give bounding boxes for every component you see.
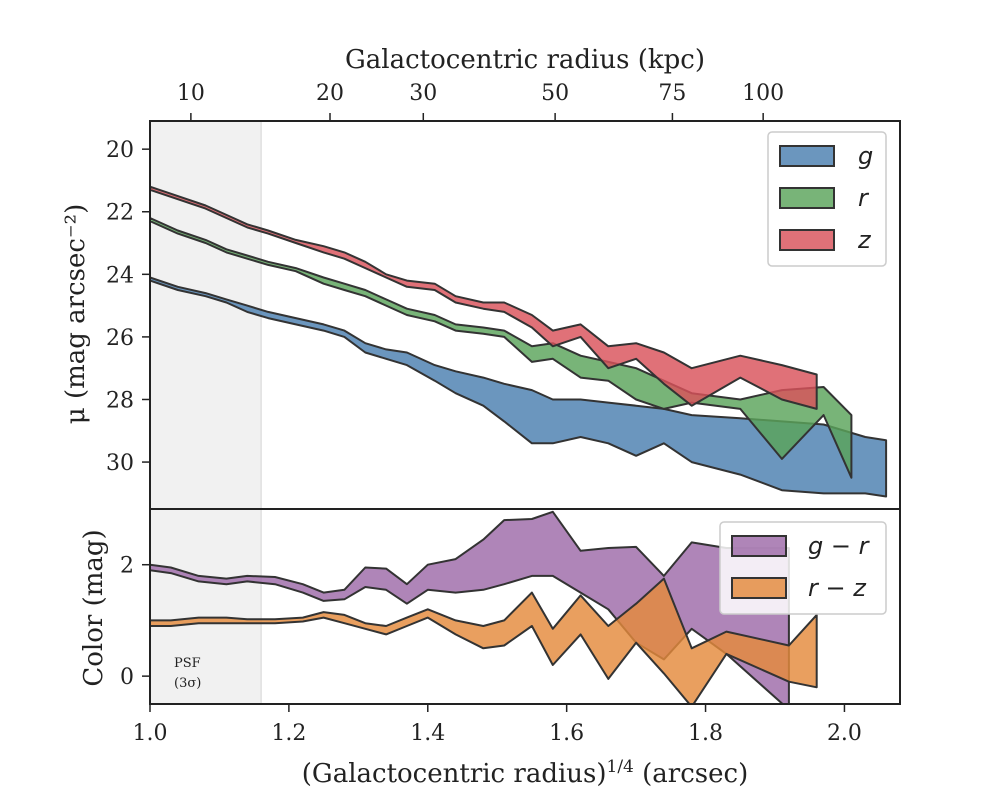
- band-g-r: [150, 510, 790, 704]
- y-tick-label: 26: [106, 326, 134, 351]
- legend-label-r: r: [858, 184, 870, 212]
- top-x-tick-label: 10: [177, 81, 205, 106]
- psf-label: PSF: [174, 656, 201, 671]
- top-x-tick-label: 75: [658, 81, 686, 106]
- legend-swatch-r: [779, 187, 835, 209]
- psf-shade-bottom: [150, 509, 262, 704]
- y-tick-label: 24: [106, 263, 134, 288]
- color-bands: [150, 510, 818, 704]
- y-tick-label: 28: [106, 388, 134, 413]
- y-tick-label: 30: [106, 451, 134, 476]
- top-legend: grz: [767, 131, 887, 267]
- legend-label-r-z: r − z: [808, 574, 867, 602]
- legend-swatch-g-r: [731, 535, 787, 557]
- x-tick-label: 1.2: [271, 721, 306, 746]
- x-tick-label: 1.0: [133, 721, 168, 746]
- legend-swatch-g: [779, 145, 835, 167]
- psf-sublabel: (3σ): [174, 676, 201, 691]
- x-tick-label: 1.6: [549, 721, 584, 746]
- bottom-legend: g − r r − z: [719, 521, 887, 615]
- top-x-tick-label: 100: [742, 81, 784, 106]
- bottom-y-axis-title: Color (mag): [79, 529, 109, 686]
- legend-label-g-r: g − r: [808, 532, 871, 560]
- band-g: [149, 276, 888, 498]
- legend-label-g: g: [858, 142, 873, 170]
- top-x-tick-label: 50: [541, 81, 569, 106]
- psf-shade: [150, 121, 262, 509]
- legend-swatch-r-z: [731, 577, 787, 599]
- y-tick-label: 2: [120, 554, 134, 579]
- top-axis-title: Galactocentric radius (kpc): [345, 45, 705, 75]
- band-r-z: [150, 577, 818, 704]
- bottom-frame: [149, 508, 901, 705]
- legend-label-z: z: [857, 226, 872, 254]
- color-panel: 0 2 1.0 1.2 1.4 1.6 1.8 2.0 PSF (3σ) g − r r − z: [120, 508, 901, 746]
- x-tick-label: 1.4: [410, 721, 445, 746]
- band-z: [149, 185, 818, 410]
- legend-swatch-z: [779, 229, 835, 251]
- y-tick-label: 22: [106, 201, 134, 226]
- top-x-tick-label: 20: [316, 81, 344, 106]
- band-r: [149, 217, 853, 479]
- bottom-x-axis-title: (Galactocentric radius)1/4 (arcsec): [302, 757, 748, 789]
- x-tick-label: 1.8: [688, 721, 723, 746]
- y-tick-label: 20: [106, 138, 134, 163]
- surface-brightness-panel: 20 22 24 26 28 30 10 20 30 50 75 100 grz: [106, 81, 901, 510]
- x-tick-label: 2.0: [827, 721, 862, 746]
- y-tick-label: 0: [120, 665, 134, 690]
- top-x-tick-label: 30: [409, 81, 437, 106]
- top-y-axis-title: μ (mag arcsec⁻²): [61, 204, 91, 424]
